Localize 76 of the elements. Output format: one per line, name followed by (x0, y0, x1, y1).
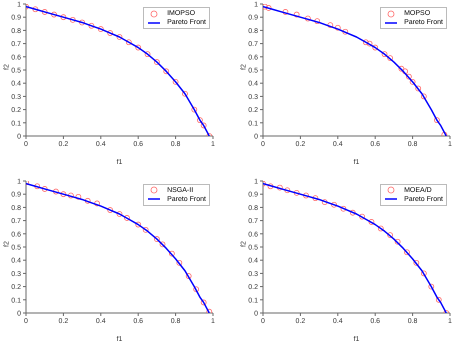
point (42, 9, 48, 15)
point (268, 182, 274, 189)
point (398, 66, 404, 72)
point (314, 18, 320, 24)
point (294, 12, 300, 18)
point (284, 186, 290, 193)
point (372, 44, 378, 50)
point (126, 39, 132, 46)
point (266, 5, 272, 11)
point (186, 272, 192, 278)
point (415, 86, 422, 92)
point (135, 221, 142, 227)
point (410, 78, 416, 85)
point (434, 117, 440, 124)
point (84, 197, 91, 204)
point (34, 182, 40, 189)
point (382, 51, 388, 58)
point (163, 68, 170, 74)
point (68, 192, 74, 198)
point (378, 225, 384, 231)
point (404, 248, 410, 255)
point (116, 34, 122, 40)
point (53, 188, 59, 194)
point (406, 74, 412, 80)
point (420, 94, 427, 100)
point (366, 40, 372, 46)
point (124, 214, 130, 220)
point (420, 270, 427, 276)
point (172, 78, 178, 85)
point (402, 68, 408, 74)
point (322, 198, 328, 205)
point (334, 24, 341, 31)
point (51, 12, 57, 18)
point (94, 200, 100, 206)
point (197, 117, 203, 124)
point (200, 299, 207, 305)
point (327, 22, 334, 28)
point (60, 190, 66, 197)
point (428, 283, 434, 289)
point (387, 55, 394, 62)
point (312, 194, 318, 201)
point (193, 286, 200, 292)
point (116, 210, 122, 216)
point (303, 192, 309, 198)
point (79, 20, 85, 26)
point (107, 206, 114, 212)
point (200, 122, 207, 128)
point (98, 26, 104, 32)
line-series (263, 6, 448, 136)
point (182, 90, 188, 97)
point (359, 213, 366, 220)
point (168, 250, 175, 256)
point (394, 238, 401, 244)
point (154, 236, 160, 242)
point (88, 22, 94, 29)
point (350, 209, 356, 216)
point (342, 28, 348, 35)
point (282, 9, 288, 15)
point (436, 296, 442, 302)
point (276, 184, 283, 190)
point (60, 14, 66, 20)
point (263, 4, 268, 10)
point (362, 39, 369, 46)
point (32, 6, 38, 12)
point (154, 59, 160, 65)
point (144, 51, 150, 58)
point (107, 30, 114, 36)
point (331, 201, 337, 208)
point (70, 16, 76, 23)
point (387, 232, 394, 238)
point (42, 186, 48, 192)
point (368, 218, 374, 224)
point (304, 16, 311, 22)
point (191, 106, 198, 112)
point (340, 205, 346, 212)
point (135, 44, 142, 50)
